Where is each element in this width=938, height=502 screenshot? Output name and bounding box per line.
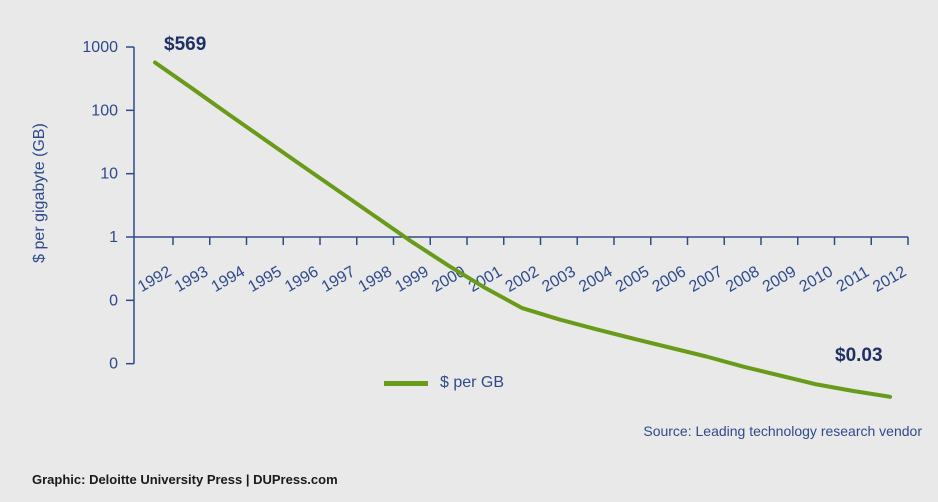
legend: $ per GB bbox=[384, 374, 504, 392]
x-tick-label: 1997 bbox=[319, 263, 358, 296]
x-tick-label: 2000 bbox=[429, 263, 468, 296]
end-annotation: $0.03 bbox=[835, 345, 883, 366]
footer-credit: Graphic: Deloitte University Press | DUP… bbox=[32, 472, 338, 487]
y-tick-label: 1 bbox=[109, 229, 118, 246]
x-tick-label: 2010 bbox=[797, 263, 836, 296]
x-tick-label: 2003 bbox=[539, 263, 578, 296]
x-axis: 1992199319941995199619971998199920002001… bbox=[134, 236, 910, 296]
plot-area bbox=[153, 60, 892, 399]
x-tick-label: 2006 bbox=[650, 263, 689, 296]
x-tick-label: 2012 bbox=[870, 263, 909, 296]
x-tick-label: 2011 bbox=[834, 264, 872, 296]
x-tick-label: 1996 bbox=[282, 263, 321, 296]
x-tick-label: 1999 bbox=[392, 263, 431, 296]
x-tick-label: 2002 bbox=[503, 263, 542, 296]
x-tick-label: 1993 bbox=[172, 263, 211, 296]
y-tick-label: 0 bbox=[109, 356, 118, 373]
start-annotation: $569 bbox=[164, 34, 206, 55]
x-tick-label: 2009 bbox=[760, 263, 799, 296]
legend-label: $ per GB bbox=[440, 374, 505, 391]
series-line bbox=[153, 60, 892, 399]
y-tick-label: 10 bbox=[100, 166, 118, 183]
x-tick-label: 2007 bbox=[686, 263, 725, 296]
x-tick-label: 1994 bbox=[209, 263, 248, 296]
x-tick-label: 1998 bbox=[356, 263, 395, 296]
legend-swatch bbox=[384, 380, 428, 386]
x-tick-label: 2004 bbox=[576, 263, 615, 296]
x-tick-label: 1995 bbox=[245, 263, 284, 296]
y-tick-label: 1000 bbox=[82, 39, 118, 56]
x-tick-label: 2008 bbox=[723, 263, 762, 296]
y-tick-label: 100 bbox=[91, 102, 118, 119]
y-axis-label: $ per gigabyte (GB) bbox=[31, 123, 48, 263]
x-tick-label: 2005 bbox=[613, 263, 652, 296]
y-tick-label: 0 bbox=[109, 292, 118, 309]
source-note: Source: Leading technology research vend… bbox=[643, 423, 922, 439]
x-tick-label: 1992 bbox=[135, 263, 174, 296]
